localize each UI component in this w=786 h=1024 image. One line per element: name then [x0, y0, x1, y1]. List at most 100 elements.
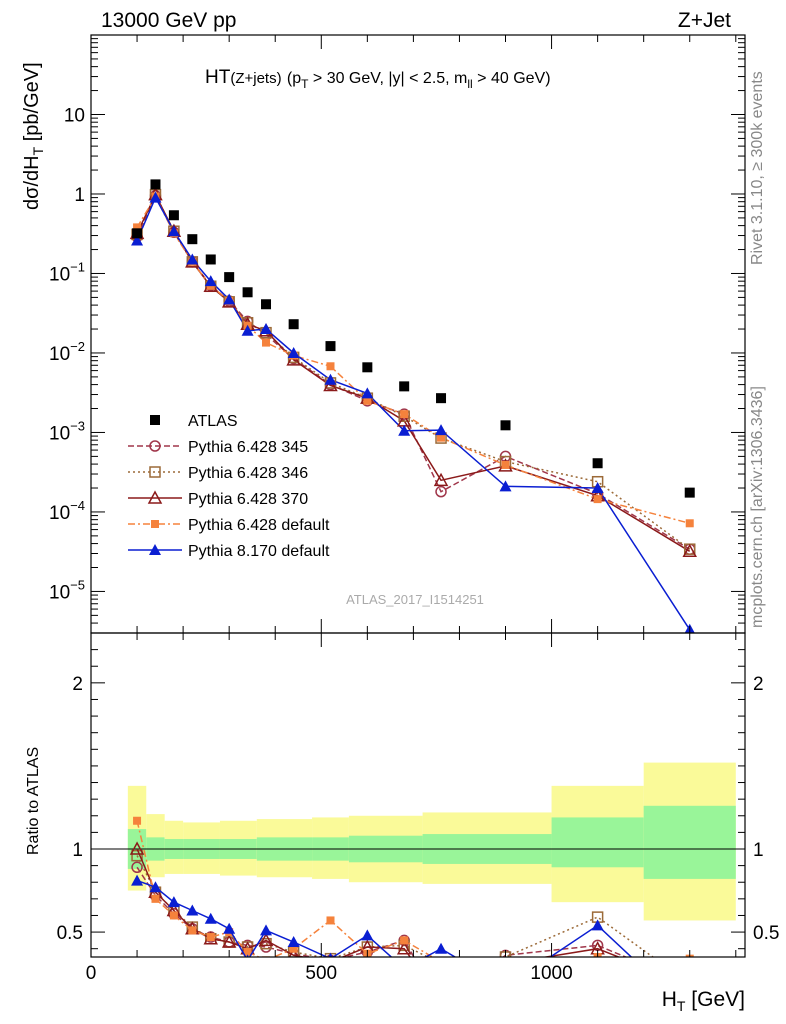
point-atlas — [205, 254, 216, 265]
point-p8 — [499, 480, 512, 492]
main-y-tick-label: 10−2 — [49, 339, 85, 365]
ratio-point-p370 — [288, 947, 299, 957]
x-axis-label: HT [GeV] — [662, 988, 745, 1014]
ratio-y-tick-label-right: 0.5 — [753, 923, 779, 944]
ratio-point-p6def — [243, 948, 252, 957]
point-p370 — [682, 543, 697, 558]
ylabel-main: dσ/dH — [21, 155, 43, 210]
x-tick-label: 0 — [86, 963, 97, 984]
xlabel-main: H — [662, 988, 677, 1011]
rivet-version-label: Rivet 3.1.10, ≥ 300k events — [749, 71, 766, 265]
point-atlas — [261, 299, 272, 310]
point-atlas — [362, 362, 373, 373]
main-plot-title: HT(Z+jets) (pT > 30 GeV, |y| < 2.5, mll … — [205, 67, 551, 91]
ratio-plot-area — [91, 816, 745, 992]
point-atlas — [168, 210, 179, 221]
point-atlas — [132, 228, 143, 239]
point-p6def — [501, 460, 510, 469]
ratio-band-inner — [643, 805, 736, 879]
ratio-y-tick-label: 0.5 — [57, 923, 83, 944]
point-p6def — [685, 519, 694, 528]
ratio-point-p8 — [246, 954, 250, 957]
ratio-plot-frame — [90, 632, 746, 958]
point-p8 — [324, 373, 337, 385]
legend-marker-p6def — [151, 520, 159, 528]
mcplots-source-label: mcplots.cern.ch [arXiv:1306.3436] — [749, 386, 766, 628]
title-rest-2: > 30 GeV, |y| < 2.5, m — [308, 70, 467, 87]
ratio-point-p345 — [131, 861, 143, 874]
point-atlas — [325, 341, 336, 352]
ratio-point-p370 — [221, 934, 237, 948]
ratio-point-p8 — [500, 981, 512, 992]
point-atlas — [500, 420, 511, 431]
point-p8 — [131, 234, 144, 246]
main-y-tick-label: 10−4 — [49, 498, 85, 524]
ratio-point-p6def — [502, 958, 510, 966]
ratio-point-p370 — [258, 932, 274, 947]
ratio-point-p6def — [151, 894, 160, 903]
point-p345 — [435, 485, 447, 498]
main-y-axis-label: dσ/dHT [pb/GeV] — [21, 62, 46, 210]
ratio-y-tick-label: 1 — [72, 840, 83, 861]
ratio-point-p6def — [169, 911, 178, 920]
ratio-y-axis-label: Ratio to ATLAS — [25, 747, 42, 855]
ratio-point-p8 — [287, 936, 300, 948]
point-atlas — [242, 287, 253, 298]
ratio-point-p8 — [149, 881, 162, 893]
ratio-point-p6def — [289, 944, 298, 953]
ratio-point-p8 — [591, 919, 604, 931]
ratio-line-p6def — [136, 820, 639, 957]
ratio-point-p8 — [204, 912, 217, 924]
ratio-point-p6def — [133, 816, 142, 825]
point-p8 — [398, 424, 411, 436]
point-p6def — [400, 410, 409, 419]
title-sub: (Z+jets) — [230, 70, 281, 87]
legend-marker-p8 — [149, 544, 161, 555]
legend-marker-p370 — [147, 490, 163, 504]
main-y-tick-label: 10−5 — [49, 577, 85, 603]
ratio-point-p8 — [361, 929, 374, 941]
ratio-point-p8 — [435, 942, 448, 954]
point-p8 — [223, 293, 236, 305]
legend-marker-p346 — [149, 466, 161, 478]
point-p8 — [149, 191, 162, 203]
ratio-y-tick-label: 2 — [72, 674, 83, 695]
point-atlas — [288, 319, 299, 330]
point-p6def — [326, 362, 335, 371]
point-p8 — [287, 346, 300, 358]
point-atlas — [436, 393, 447, 404]
ratio-point-p8 — [223, 922, 236, 934]
ylabel-sub: T — [30, 146, 46, 155]
main-y-tick-label: 1 — [74, 185, 85, 206]
main-y-tick-label: 10 — [64, 105, 85, 126]
legend-marker-p345 — [149, 440, 161, 452]
point-p6def — [593, 495, 602, 504]
point-atlas — [592, 458, 603, 469]
header-left: 13000 GeV pp — [101, 9, 236, 32]
xlabel-sub: T — [677, 998, 686, 1014]
ratio-line-p370 — [136, 848, 621, 957]
ratio-point-p8 — [131, 874, 144, 886]
title-rest-1-sub: T — [301, 77, 309, 91]
ratio-point-p6def — [188, 926, 197, 935]
point-atlas — [399, 381, 410, 392]
series-line-p6def — [136, 194, 690, 525]
legend-label-p346: Pythia 6.428 346 — [188, 465, 308, 482]
point-p8 — [435, 424, 448, 436]
point-p8 — [591, 482, 604, 494]
ratio-line-p345 — [136, 866, 628, 957]
ratio-band-inner — [551, 817, 644, 868]
legend-label-p6def: Pythia 6.428 default — [188, 517, 330, 534]
point-p8 — [204, 275, 217, 287]
point-p370 — [433, 472, 449, 487]
legend: ATLAS Pythia 6.428 345 Pythia 6.428 346 Pyt… — [128, 413, 330, 560]
point-atlas — [150, 179, 161, 190]
ratio-point-p8 — [328, 952, 333, 957]
point-atlas — [684, 487, 695, 498]
point-atlas — [187, 234, 198, 245]
ratio-point-p6def — [206, 933, 215, 942]
point-p8 — [241, 324, 254, 336]
ratio-point-p370 — [505, 956, 507, 957]
legend-label-atlas: ATLAS — [188, 413, 238, 430]
